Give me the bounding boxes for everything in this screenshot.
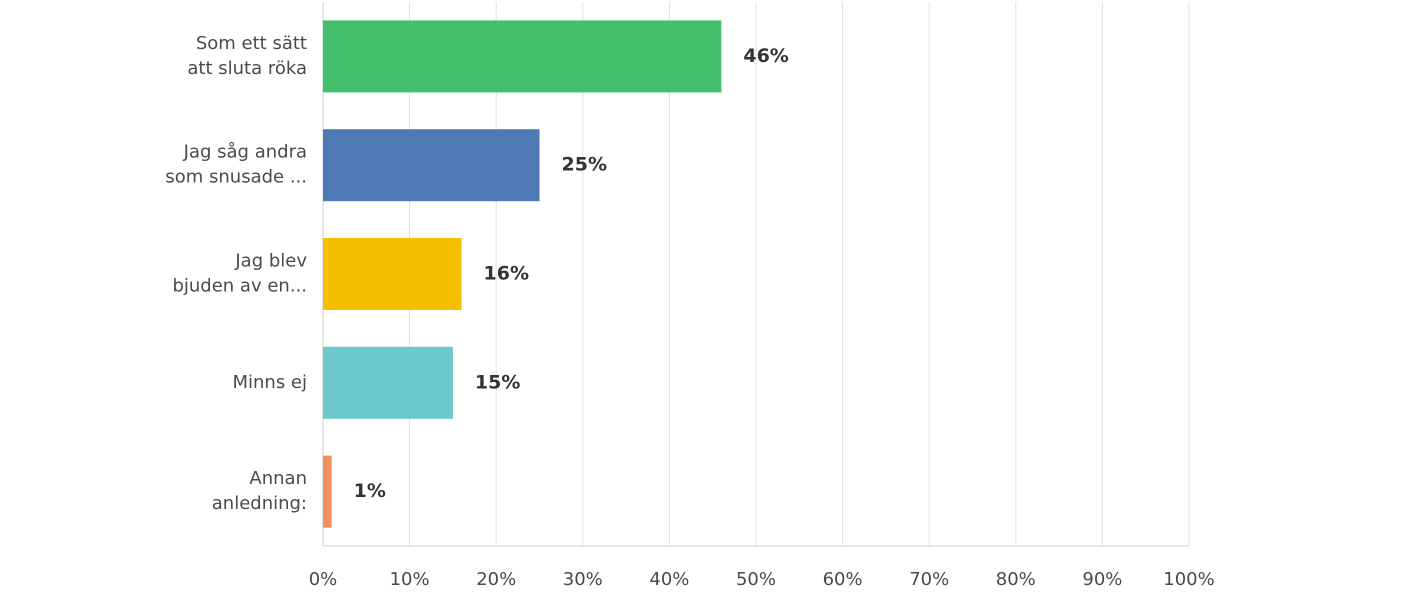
value-label: 25% bbox=[562, 154, 607, 176]
y-tick-label: Jag blev bbox=[234, 251, 307, 272]
x-tick-label: 80% bbox=[996, 569, 1036, 590]
bar bbox=[323, 129, 540, 202]
x-tick-label: 40% bbox=[649, 569, 689, 590]
value-label: 16% bbox=[484, 263, 529, 285]
x-tick-label: 60% bbox=[823, 569, 863, 590]
bar bbox=[323, 455, 332, 528]
x-tick-label: 10% bbox=[390, 569, 430, 590]
y-tick-label: bjuden av en... bbox=[172, 276, 307, 297]
x-tick-label: 20% bbox=[476, 569, 516, 590]
y-tick-label: Minns ej bbox=[232, 372, 307, 393]
x-tick-label: 90% bbox=[1082, 569, 1122, 590]
y-tick-label: Annan bbox=[249, 468, 307, 489]
x-tick-label: 100% bbox=[1163, 569, 1214, 590]
x-tick-label: 30% bbox=[563, 569, 603, 590]
x-tick-label: 70% bbox=[909, 569, 949, 590]
y-tick-label: anledning: bbox=[212, 493, 307, 514]
bar bbox=[323, 20, 722, 93]
x-tick-label: 0% bbox=[309, 569, 338, 590]
value-label: 1% bbox=[354, 480, 386, 502]
bar bbox=[323, 238, 462, 310]
y-tick-label: att sluta röka bbox=[187, 58, 307, 79]
y-tick-label: som snusade ... bbox=[165, 167, 307, 188]
x-tick-label: 50% bbox=[736, 569, 776, 590]
y-tick-label: Som ett sätt bbox=[196, 33, 307, 54]
bar bbox=[323, 346, 453, 419]
value-label: 15% bbox=[475, 371, 520, 393]
y-tick-label: Jag såg andra bbox=[183, 142, 307, 163]
value-label: 46% bbox=[743, 45, 788, 67]
